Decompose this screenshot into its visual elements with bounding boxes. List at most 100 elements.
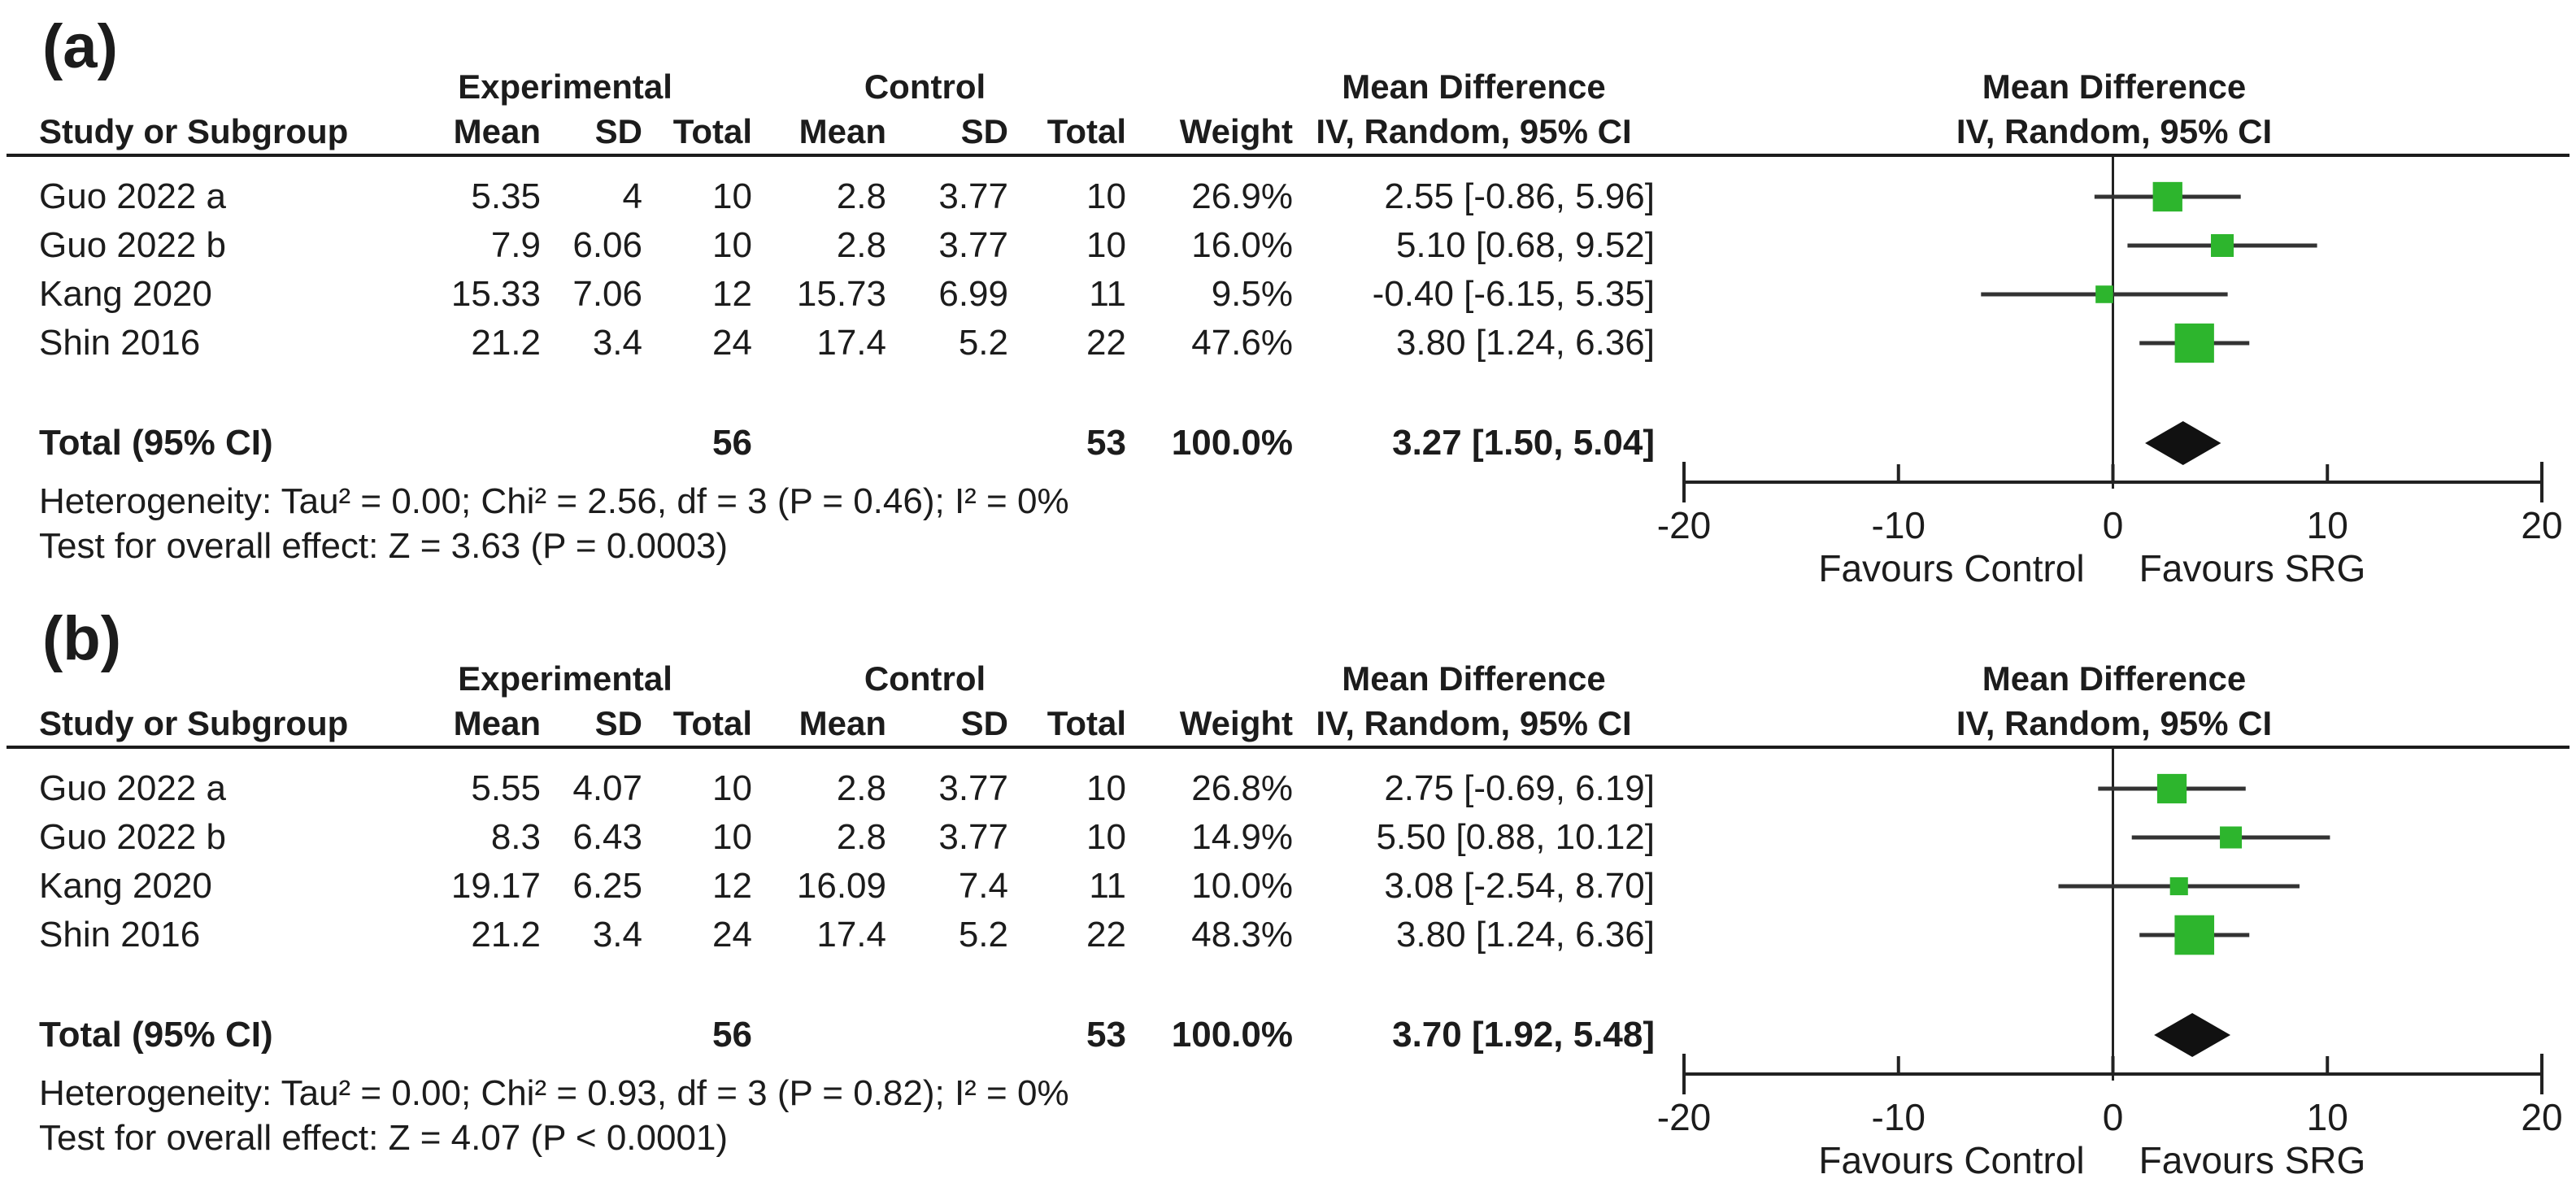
ctl-mean: 15.73 (796, 274, 886, 314)
exp-total-column-header: Total (672, 112, 752, 150)
overall-effect-text: Test for overall effect: Z = 4.07 (P < 0… (39, 1118, 729, 1158)
total-label: Total (95% CI) (39, 1015, 273, 1055)
ctl-total: 22 (1086, 915, 1126, 955)
exp-mean-column-header: Mean (453, 704, 541, 742)
panel-label: (b) (42, 604, 122, 673)
exp-total: 10 (712, 176, 752, 216)
study-name: Guo 2022 b (39, 817, 226, 857)
weight-column-header: Weight (1179, 112, 1293, 150)
forest-plot-canvas: -20 -10 0 10 20 Favours Control Favours SRG (1657, 747, 2563, 1181)
study-name: Shin 2016 (39, 323, 201, 363)
exp-total: 24 (712, 323, 752, 363)
study-name: Guo 2022 a (39, 768, 226, 808)
ctl-sd: 6.99 (938, 274, 1008, 314)
study-row: Kang 2020 19.17 6.25 12 16.09 7.4 11 10.… (0, 862, 2576, 911)
ctl-mean: 17.4 (816, 915, 886, 955)
ctl-mean-column-header: Mean (798, 704, 886, 742)
exp-total: 10 (712, 817, 752, 857)
study-row: Shin 2016 21.2 3.4 24 17.4 5.2 22 48.3% … (0, 911, 2576, 959)
heterogeneity-row: Heterogeneity: Tau² = 0.00; Chi² = 2.56,… (0, 477, 2576, 526)
ctl-sd: 3.77 (938, 176, 1008, 216)
panel-a: (a) Experimental Control Mean Difference… (0, 0, 2576, 591)
study-row: Guo 2022 a 5.55 4.07 10 2.8 3.77 10 26.8… (0, 764, 2576, 813)
exp-sd-column-header: SD (594, 112, 642, 150)
ci-value: 2.75 [-0.69, 6.19] (1384, 768, 1655, 808)
exp-mean: 21.2 (471, 915, 541, 955)
ctl-total-column-header: Total (1046, 112, 1126, 150)
favours-right-label: Favours SRG (2139, 547, 2366, 589)
heterogeneity-row: Heterogeneity: Tau² = 0.00; Chi² = 0.93,… (0, 1069, 2576, 1118)
panel-b: (b) Experimental Control Mean Difference… (0, 592, 2576, 1183)
effect-square (2169, 876, 2188, 896)
experimental-group-header: Experimental (458, 659, 672, 698)
weight-value: 48.3% (1191, 915, 1293, 955)
study-row: Shin 2016 21.2 3.4 24 17.4 5.2 22 47.6% … (0, 319, 2576, 368)
effect-square (2220, 826, 2243, 849)
overall-effect-row: Test for overall effect: Z = 4.07 (P < 0… (0, 1114, 2576, 1163)
total-diamond (2154, 1013, 2231, 1057)
experimental-group-header: Experimental (458, 67, 672, 106)
total-diamond (2145, 421, 2221, 465)
total-label: Total (95% CI) (39, 423, 273, 463)
ctl-total: 22 (1086, 323, 1126, 363)
ctl-total: 11 (1089, 866, 1126, 906)
exp-total: 12 (712, 274, 752, 314)
heterogeneity-text: Heterogeneity: Tau² = 0.00; Chi² = 2.56,… (39, 481, 1069, 521)
study-name: Kang 2020 (39, 866, 212, 906)
total-ci-value: 3.27 [1.50, 5.04] (1392, 423, 1655, 463)
effect-measure-header: Mean Difference (1342, 659, 1606, 698)
ctl-sd: 3.77 (938, 225, 1008, 265)
exp-sd-column-header: SD (594, 704, 642, 742)
effect-square (2211, 234, 2234, 257)
study-column-header: Study or Subgroup (39, 704, 349, 742)
exp-sd: 6.43 (572, 817, 642, 857)
control-group-header: Control (864, 67, 986, 106)
weight-value: 26.8% (1191, 768, 1293, 808)
exp-sd: 6.06 (572, 225, 642, 265)
effect-square (2174, 915, 2215, 955)
exp-total: 12 (712, 866, 752, 906)
ctl-total: 11 (1089, 274, 1126, 314)
total-weight: 100.0% (1171, 1015, 1293, 1055)
x-axis-tick-label: 0 (2103, 504, 2124, 546)
plot-ci-header: IV, Random, 95% CI (1956, 112, 2273, 150)
x-axis-tick-label: -20 (1657, 504, 1711, 546)
x-axis-tick-label: 20 (2521, 504, 2562, 546)
exp-sd: 3.4 (592, 915, 642, 955)
exp-mean: 8.3 (490, 817, 541, 857)
study-row: Kang 2020 15.33 7.06 12 15.73 6.99 11 9.… (0, 270, 2576, 319)
total-row: Total (95% CI) 56 53 100.0% 3.70 [1.92, … (0, 1011, 2576, 1059)
header-rule (7, 154, 2569, 157)
x-axis-tick-label: 0 (2103, 1096, 2124, 1138)
overall-effect-row: Test for overall effect: Z = 3.63 (P = 0… (0, 522, 2576, 571)
exp-total-sum: 56 (712, 423, 752, 463)
ctl-total-column-header: Total (1046, 704, 1126, 742)
exp-total: 10 (712, 225, 752, 265)
exp-mean: 15.33 (450, 274, 541, 314)
favours-right-label: Favours SRG (2139, 1139, 2366, 1181)
plot-effect-measure-header: Mean Difference (1982, 67, 2247, 106)
effect-measure-header: Mean Difference (1342, 67, 1606, 106)
plot-ci-header: IV, Random, 95% CI (1956, 704, 2273, 742)
exp-mean: 19.17 (450, 866, 541, 906)
study-name: Kang 2020 (39, 274, 212, 314)
ctl-sd: 5.2 (958, 323, 1008, 363)
ctl-mean: 2.8 (836, 768, 886, 808)
exp-total-column-header: Total (672, 704, 752, 742)
weight-value: 9.5% (1211, 274, 1293, 314)
x-axis-tick-label: 20 (2521, 1096, 2562, 1138)
weight-value: 47.6% (1191, 323, 1293, 363)
exp-sd: 3.4 (592, 323, 642, 363)
ctl-mean: 17.4 (816, 323, 886, 363)
effect-square (2152, 181, 2182, 212)
ctl-mean: 2.8 (836, 176, 886, 216)
weight-value: 26.9% (1191, 176, 1293, 216)
x-axis-tick-label: 10 (2307, 504, 2348, 546)
forest-plot-canvas: -20 -10 0 10 20 Favours Control Favours SRG (1657, 155, 2563, 589)
effect-square (2174, 323, 2214, 363)
ci-value: 3.80 [1.24, 6.36] (1395, 323, 1655, 363)
study-name: Guo 2022 a (39, 176, 226, 216)
group-header-row: Experimental Control Mean Difference Mea… (0, 655, 2576, 703)
weight-value: 10.0% (1191, 866, 1293, 906)
